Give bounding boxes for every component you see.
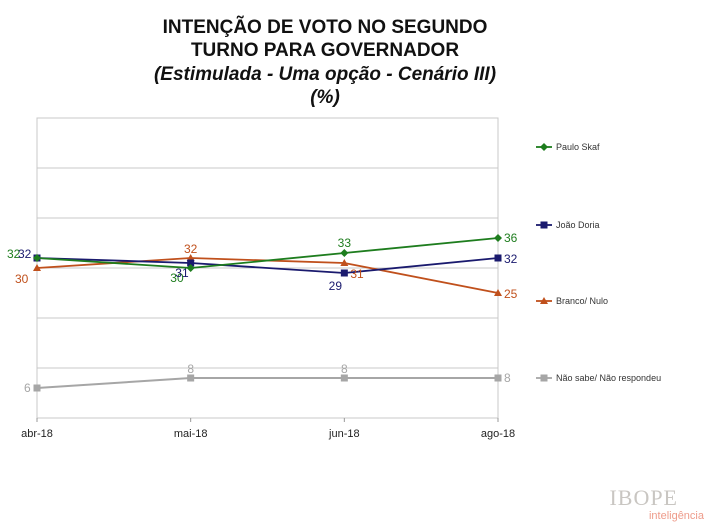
data-label: 32 xyxy=(504,252,518,266)
data-label: 8 xyxy=(341,362,348,376)
data-point-marker xyxy=(340,374,348,382)
x-tick-label-jun-18: jun-18 xyxy=(328,428,360,440)
data-point-marker xyxy=(33,264,41,271)
data-point-marker xyxy=(186,264,195,272)
data-label: 29 xyxy=(329,279,343,293)
data-label: 33 xyxy=(338,236,352,250)
data-label: 31 xyxy=(350,267,364,281)
legend-marker xyxy=(540,221,548,229)
data-label: 32 xyxy=(18,247,32,261)
data-label: 25 xyxy=(504,287,518,301)
data-label: 36 xyxy=(504,231,518,245)
chart-unit-label: (%) xyxy=(310,87,340,108)
data-label: 8 xyxy=(504,371,511,385)
data-point-marker xyxy=(340,249,349,257)
data-point-marker xyxy=(187,259,195,267)
data-point-marker xyxy=(33,254,41,262)
ibope-logo-subtitle: inteligência xyxy=(648,510,704,522)
chart-subtitle: (Estimulada - Uma opção - Cenário III) xyxy=(153,64,497,85)
ibope-logo: IBOPE xyxy=(609,485,678,510)
series-line-paulo-skaf xyxy=(36,237,499,269)
data-point-marker xyxy=(340,269,348,277)
series-line-jo-o-doria xyxy=(36,257,499,274)
data-point-marker xyxy=(340,259,349,266)
legend-label-branco-nulo: Branco/ Nulo xyxy=(556,296,608,306)
x-tick-label-mai-18: mai-18 xyxy=(174,428,208,440)
legend-marker xyxy=(540,297,548,304)
legend-label-n-o-sabe-n-o-respondeu: Não sabe/ Não respondeu xyxy=(556,373,661,383)
x-tick-label-abr-18: abr-18 xyxy=(21,428,53,440)
data-label: 30 xyxy=(170,271,184,285)
legend-marker xyxy=(540,143,548,151)
data-point-marker xyxy=(494,254,502,262)
data-label: 32 xyxy=(7,247,21,261)
data-point-marker xyxy=(494,289,502,296)
data-label: 8 xyxy=(187,362,194,376)
series-line-n-o-sabe-n-o-respondeu xyxy=(36,377,498,389)
legend-label-jo-o-doria: João Doria xyxy=(556,220,600,230)
legend-marker xyxy=(540,374,548,382)
chart-title-line-2: TURNO PARA GOVERNADOR xyxy=(190,40,460,61)
data-point-marker xyxy=(186,254,195,261)
data-label: 31 xyxy=(175,266,189,280)
data-point-marker xyxy=(33,384,41,392)
data-label: 30 xyxy=(15,272,29,286)
data-label: 32 xyxy=(184,242,198,256)
data-label: 6 xyxy=(24,381,31,395)
data-point-marker xyxy=(187,374,195,382)
data-point-marker xyxy=(494,374,502,382)
data-point-marker xyxy=(494,234,502,242)
x-tick-label-ago-18: ago-18 xyxy=(481,428,515,440)
legend-label-paulo-skaf: Paulo Skaf xyxy=(556,142,600,152)
chart-title-line-1: INTENÇÃO DE VOTO NO SEGUNDO xyxy=(162,17,488,38)
